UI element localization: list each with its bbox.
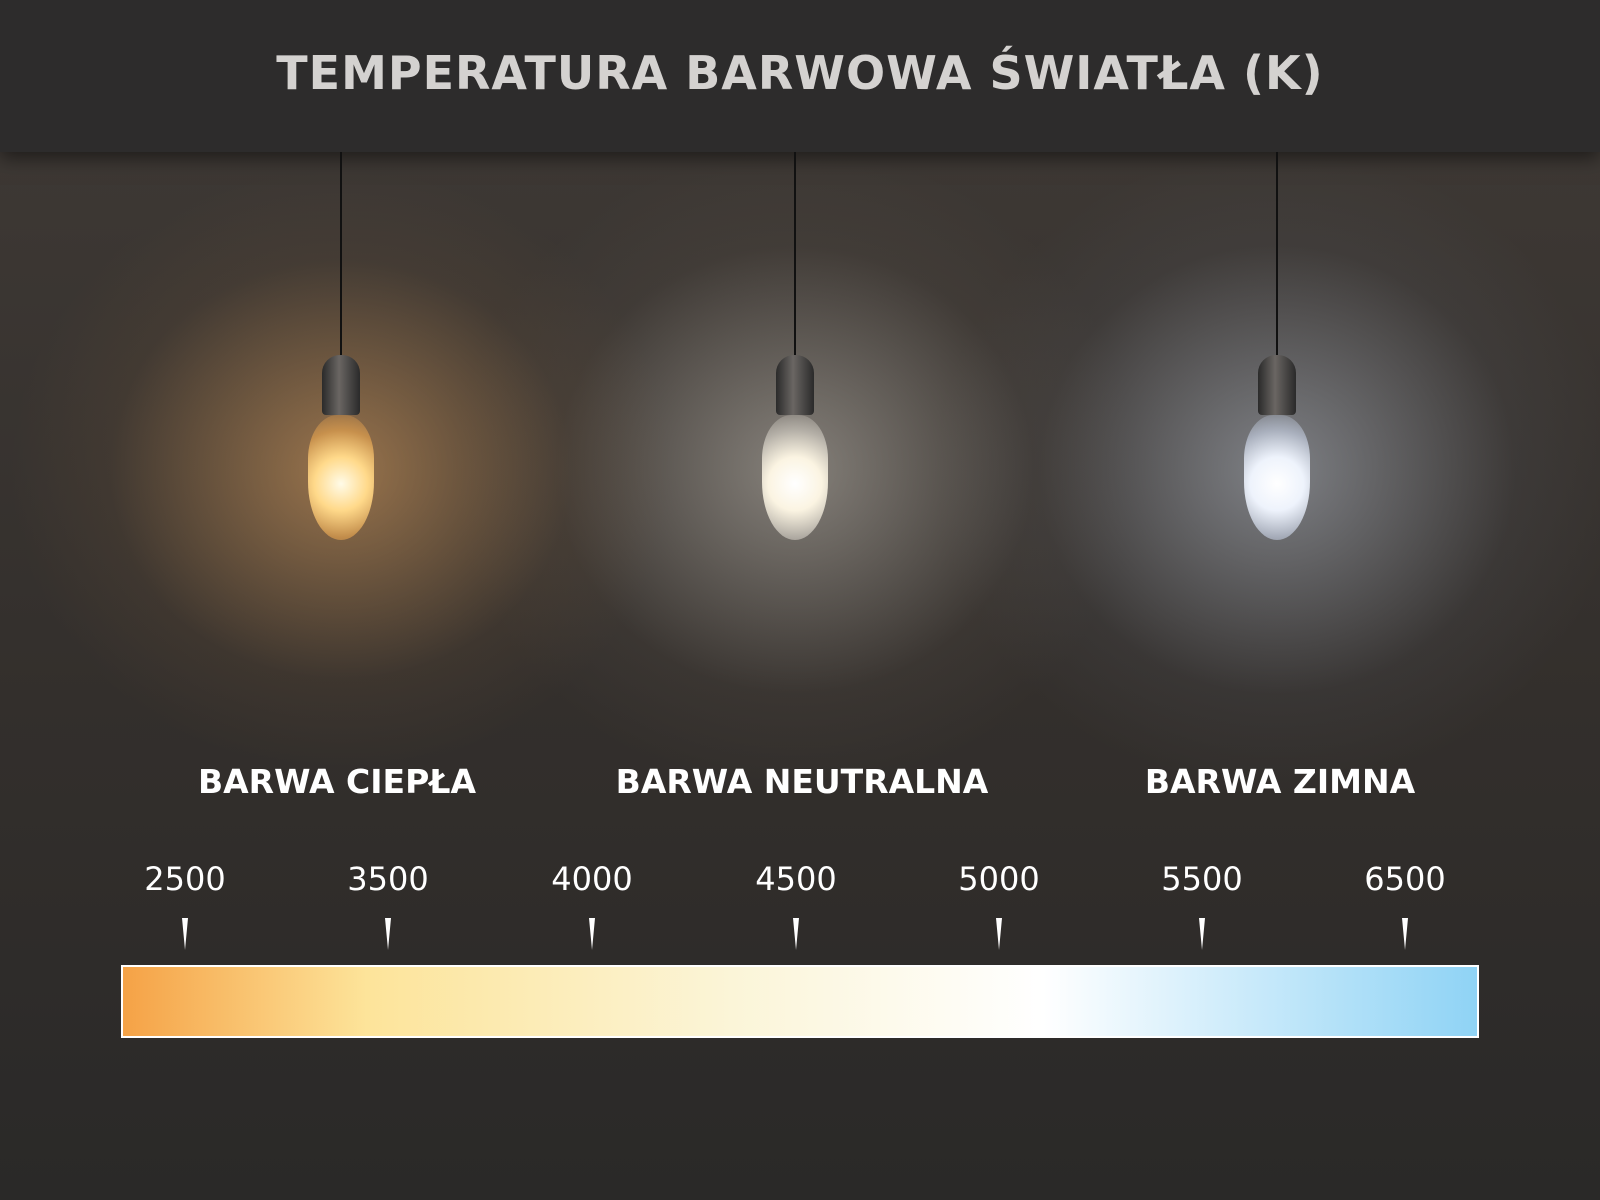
tick-marker bbox=[1199, 918, 1205, 950]
socket bbox=[1258, 355, 1296, 415]
socket bbox=[776, 355, 814, 415]
tick-label: 2500 bbox=[144, 860, 226, 898]
tick-marker bbox=[1402, 918, 1408, 950]
tick-label: 5000 bbox=[958, 860, 1040, 898]
color-temperature-gradient-bar bbox=[121, 965, 1479, 1038]
tick-marker bbox=[182, 918, 188, 950]
page-title: TEMPERATURA BARWOWA ŚWIATŁA (K) bbox=[276, 46, 1324, 100]
tick-marker bbox=[996, 918, 1002, 950]
cord bbox=[794, 152, 796, 357]
cord bbox=[340, 152, 342, 357]
tick-marker bbox=[793, 918, 799, 950]
tick-marker bbox=[385, 918, 391, 950]
bulb-icon bbox=[308, 415, 374, 540]
header-band: TEMPERATURA BARWOWA ŚWIATŁA (K) bbox=[0, 0, 1600, 152]
cord bbox=[1276, 152, 1278, 357]
tick-label: 6500 bbox=[1364, 860, 1446, 898]
category-cool-label: BARWA ZIMNA bbox=[1144, 762, 1416, 801]
tick-marker bbox=[589, 918, 595, 950]
bulb-icon bbox=[762, 415, 828, 540]
bulb-icon bbox=[1244, 415, 1310, 540]
tick-label: 4500 bbox=[755, 860, 837, 898]
tick-label: 4000 bbox=[551, 860, 633, 898]
category-neutral-label: BARWA NEUTRALNA bbox=[615, 762, 989, 801]
category-warm-label: BARWA CIEPŁA bbox=[197, 762, 477, 801]
tick-label: 5500 bbox=[1161, 860, 1243, 898]
tick-label: 3500 bbox=[347, 860, 429, 898]
socket bbox=[322, 355, 360, 415]
